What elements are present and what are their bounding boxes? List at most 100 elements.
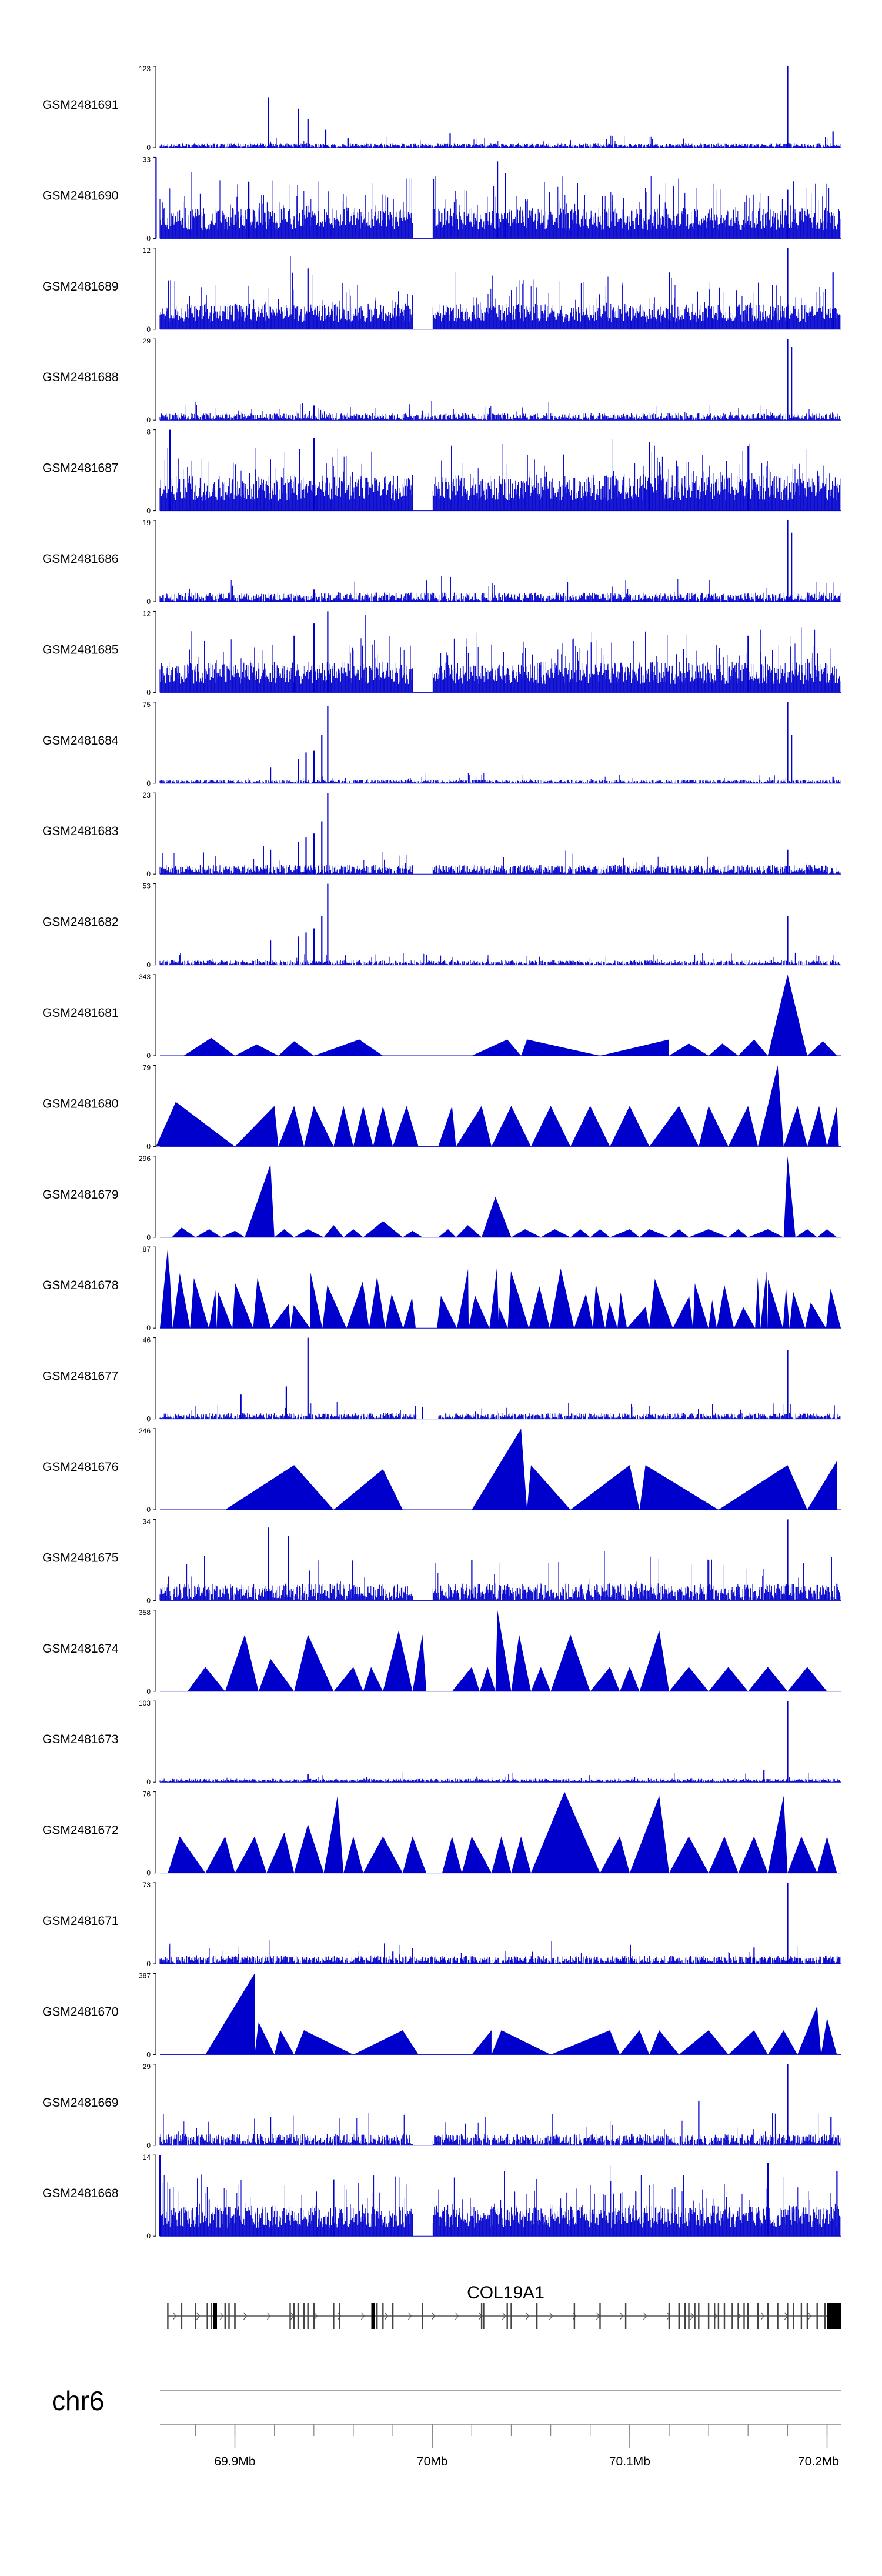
gene-exon: [480, 2303, 483, 2329]
coverage-peak: [497, 161, 499, 239]
coverage-peak: [832, 131, 834, 148]
track-GSM2481674: GSM2481674 358 0: [42, 1609, 841, 1696]
gene-exon: [167, 2303, 169, 2329]
gene-exon: [297, 2303, 299, 2329]
track-ymax-label: 12: [143, 609, 151, 618]
track-ymin-label: 0: [146, 507, 151, 515]
genome-axis: chr6 69.9Mb 70Mb 70.1Mb 70.2Mb: [52, 2385, 841, 2468]
track-ymax-label: 8: [146, 428, 151, 436]
track-label: GSM2481689: [42, 280, 119, 293]
coverage-triangle: [639, 1630, 669, 1691]
coverage-triangle: [689, 1229, 729, 1237]
coverage-triangle: [693, 1283, 709, 1329]
track-label: GSM2481679: [42, 1188, 119, 1202]
coverage-triangle: [807, 1461, 837, 1510]
gene-exon: [757, 2303, 759, 2329]
coverage-triangle: [363, 1836, 403, 1873]
coverage-peak: [791, 532, 793, 602]
track-ymax-label: 19: [143, 519, 151, 527]
coverage-triangle: [438, 1106, 456, 1147]
coverage-triangle: [679, 2030, 729, 2055]
coverage-peak: [787, 916, 789, 965]
coverage-triangle: [755, 1277, 761, 1329]
coverage-peak: [333, 2179, 335, 2237]
coverage-triangle: [469, 1295, 490, 1329]
coverage-triangle: [649, 2030, 679, 2055]
coverage-triangle: [748, 1229, 784, 1237]
coverage-triangle: [442, 1836, 462, 1873]
track-label: GSM2481676: [42, 1460, 119, 1474]
coverage-triangle: [590, 1229, 610, 1237]
coverage-peak: [787, 1701, 789, 1783]
track-label: GSM2481678: [42, 1279, 119, 1292]
track-ymax-label: 34: [143, 1517, 151, 1526]
coverage-signal: [159, 135, 841, 148]
track-label: GSM2481681: [42, 1006, 119, 1020]
coverage-peak: [832, 272, 834, 329]
coverage-triangle: [437, 1296, 457, 1329]
gene-exon: [313, 2303, 315, 2329]
coverage-triangle: [805, 1302, 826, 1329]
coverage-triangle: [491, 1106, 531, 1147]
track-ymax-label: 29: [143, 337, 151, 345]
coverage-triangle: [767, 975, 807, 1056]
coverage-triangle: [313, 1039, 383, 1056]
coverage-triangle: [728, 1229, 749, 1237]
track-GSM2481676: GSM2481676 246 0: [42, 1427, 841, 1514]
gene-exon: [510, 2303, 512, 2329]
coverage-peak: [505, 173, 506, 239]
coverage-triangle: [225, 1465, 334, 1510]
coverage-triangle: [708, 1300, 717, 1329]
coverage-peak: [270, 849, 272, 875]
coverage-signal: [159, 1402, 841, 1419]
strand-arrow-icon: [407, 2312, 412, 2320]
coverage-triangle: [511, 1836, 531, 1873]
coverage-triangle: [172, 1227, 196, 1237]
coverage-peak: [787, 1519, 789, 1601]
gene-exon: [688, 2303, 690, 2329]
coverage-peak: [321, 821, 323, 875]
track-label: GSM2481677: [42, 1370, 119, 1383]
coverage-signal: [159, 1771, 841, 1783]
coverage-peak: [787, 66, 789, 148]
gene-exon: [506, 2303, 508, 2329]
axis-tick-label: 69.9Mb: [214, 2455, 255, 2468]
coverage-triangle: [255, 2022, 275, 2055]
coverage-triangle: [728, 2030, 768, 2055]
coverage-triangle: [235, 1836, 267, 1873]
coverage-peak: [270, 767, 272, 783]
coverage-triangle: [738, 1039, 768, 1056]
coverage-triangle: [709, 1836, 739, 1873]
track-ymax-label: 23: [143, 791, 151, 799]
coverage-triangle: [627, 1306, 649, 1329]
track-label: GSM2481685: [42, 643, 119, 656]
track-ymin-label: 0: [146, 1415, 151, 1423]
coverage-triangle: [393, 1106, 419, 1147]
track-ymin-label: 0: [146, 1869, 151, 1877]
gene-exon: [624, 2303, 627, 2329]
coverage-peak: [305, 837, 307, 875]
coverage-triangle: [363, 1667, 383, 1691]
coverage-peak: [669, 272, 670, 329]
coverage-triangle: [797, 2006, 821, 2055]
track-GSM2481678: GSM2481678 87 0: [42, 1245, 841, 1332]
gene-exon: [536, 2303, 538, 2329]
strand-arrow-icon: [807, 2312, 812, 2320]
gene-exon: [698, 2303, 700, 2329]
coverage-signal: [159, 2113, 841, 2145]
coverage-triangle: [333, 1667, 363, 1691]
coverage-triangle: [221, 1230, 245, 1237]
coverage-triangle: [373, 1106, 393, 1147]
coverage-triangle: [639, 1229, 669, 1237]
track-ymin-label: 0: [146, 1233, 151, 1242]
coverage-triangle: [767, 1796, 788, 1873]
gene-exon: [800, 2303, 803, 2329]
coverage-triangle: [767, 1279, 783, 1329]
coverage-triangle: [807, 1041, 837, 1056]
coverage-triangle: [540, 1229, 571, 1237]
coverage-triangle: [669, 1229, 689, 1237]
strand-arrow-icon: [502, 2312, 506, 2320]
gene-exon: [717, 2303, 720, 2329]
coverage-triangle: [456, 1225, 482, 1237]
coverage-triangle: [570, 1106, 610, 1147]
